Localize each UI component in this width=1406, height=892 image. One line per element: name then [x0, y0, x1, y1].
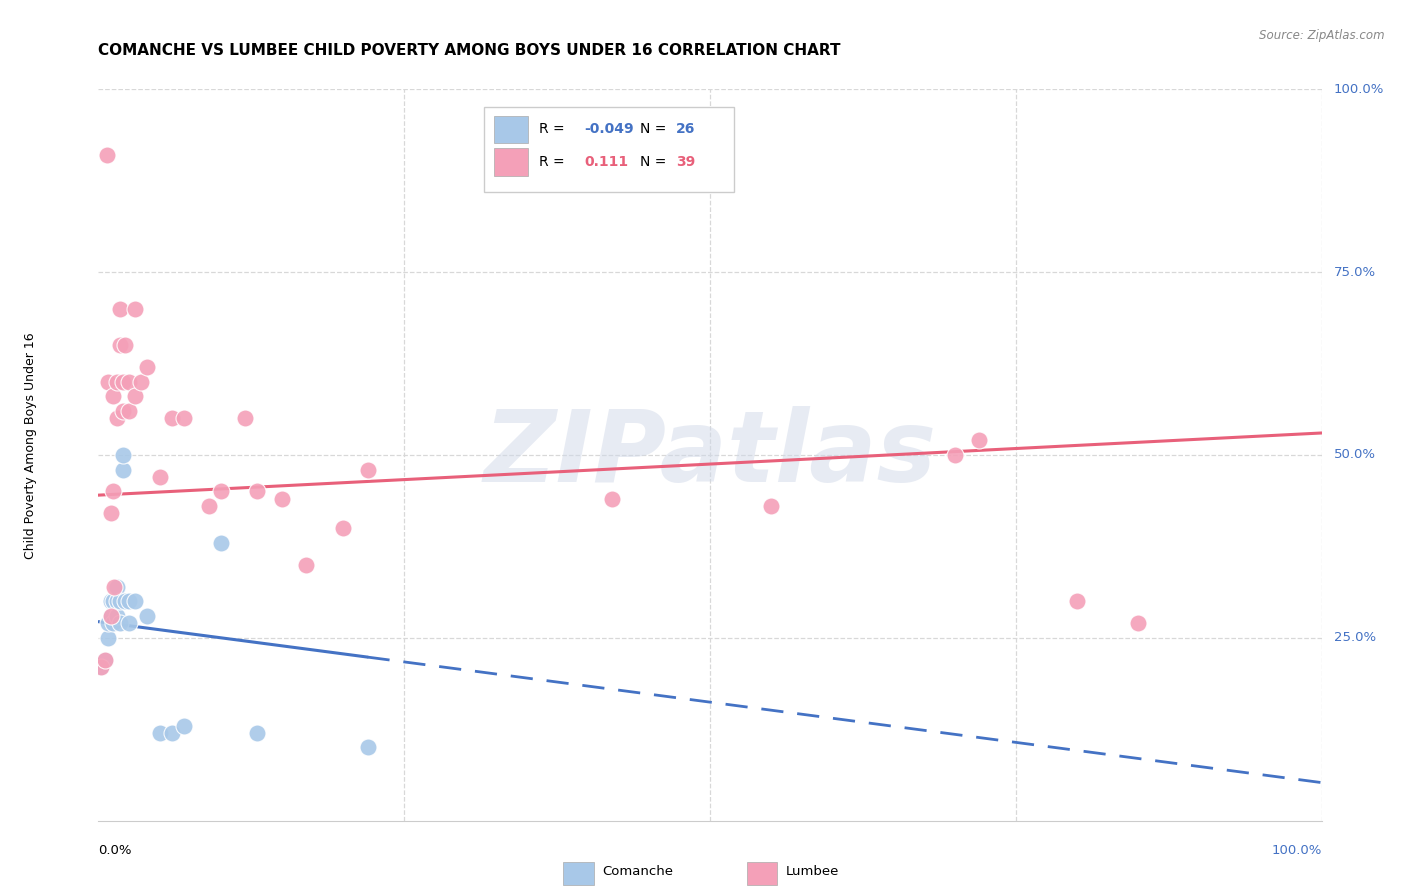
Text: Lumbee: Lumbee	[786, 865, 839, 879]
Point	[100, 608, 122, 623]
Point	[111, 404, 134, 418]
Point	[118, 616, 141, 631]
Point	[1128, 616, 1150, 631]
Point	[118, 594, 141, 608]
Point	[173, 411, 195, 425]
Point	[111, 462, 134, 476]
Text: 75.0%: 75.0%	[1334, 266, 1376, 278]
Point	[110, 301, 132, 316]
Bar	[494, 116, 527, 144]
Point	[246, 726, 269, 740]
Text: R =: R =	[538, 155, 569, 169]
Text: Comanche: Comanche	[602, 865, 673, 879]
Point	[124, 389, 146, 403]
Text: N =: N =	[640, 155, 671, 169]
Text: R =: R =	[538, 122, 569, 136]
Text: 0.111: 0.111	[583, 155, 628, 169]
Point	[356, 740, 378, 755]
Point	[105, 411, 128, 425]
Point	[246, 484, 269, 499]
Text: ZIPatlas: ZIPatlas	[484, 407, 936, 503]
Point	[136, 608, 159, 623]
Point	[105, 375, 128, 389]
Point	[600, 491, 623, 506]
Text: Source: ZipAtlas.com: Source: ZipAtlas.com	[1260, 29, 1385, 42]
Point	[97, 616, 120, 631]
Text: N =: N =	[640, 122, 671, 136]
Point	[111, 375, 134, 389]
Text: COMANCHE VS LUMBEE CHILD POVERTY AMONG BOYS UNDER 16 CORRELATION CHART: COMANCHE VS LUMBEE CHILD POVERTY AMONG B…	[98, 43, 841, 58]
Text: 25.0%: 25.0%	[1334, 632, 1376, 644]
Point	[100, 507, 122, 521]
Point	[97, 375, 120, 389]
Point	[173, 718, 195, 732]
Point	[136, 360, 159, 375]
Point	[105, 608, 128, 623]
Point	[197, 499, 219, 513]
Point	[101, 616, 124, 631]
Bar	[564, 862, 593, 885]
Point	[124, 301, 146, 316]
Point	[110, 616, 132, 631]
Text: Child Poverty Among Boys Under 16: Child Poverty Among Boys Under 16	[24, 333, 38, 559]
Point	[97, 631, 120, 645]
Point	[110, 594, 132, 608]
Point	[93, 653, 115, 667]
Point	[149, 470, 172, 484]
Point	[96, 148, 118, 162]
Point	[943, 448, 966, 462]
Point	[295, 558, 318, 572]
Point	[114, 594, 136, 608]
Point	[233, 411, 256, 425]
Point	[149, 726, 172, 740]
Point	[90, 660, 112, 674]
Bar	[494, 148, 527, 177]
Point	[105, 580, 128, 594]
FancyBboxPatch shape	[484, 108, 734, 192]
Text: -0.049: -0.049	[583, 122, 634, 136]
Point	[761, 499, 783, 513]
Point	[160, 726, 183, 740]
Point	[105, 594, 128, 608]
Point	[90, 660, 112, 674]
Point	[114, 338, 136, 352]
Bar	[747, 862, 778, 885]
Point	[101, 389, 124, 403]
Point	[270, 491, 294, 506]
Point	[118, 404, 141, 418]
Point	[100, 608, 122, 623]
Point	[967, 434, 990, 448]
Point	[118, 375, 141, 389]
Point	[160, 411, 183, 425]
Text: 39: 39	[676, 155, 695, 169]
Text: 26: 26	[676, 122, 695, 136]
Point	[124, 594, 146, 608]
Text: 50.0%: 50.0%	[1334, 449, 1376, 461]
Point	[100, 594, 122, 608]
Text: 100.0%: 100.0%	[1334, 83, 1385, 95]
Point	[129, 375, 152, 389]
Point	[1066, 594, 1088, 608]
Point	[103, 580, 125, 594]
Point	[111, 448, 134, 462]
Point	[93, 653, 115, 667]
Point	[110, 338, 132, 352]
Point	[356, 462, 378, 476]
Point	[209, 535, 232, 549]
Text: 100.0%: 100.0%	[1271, 844, 1322, 856]
Point	[101, 484, 124, 499]
Text: 0.0%: 0.0%	[98, 844, 132, 856]
Point	[209, 484, 232, 499]
Point	[101, 594, 124, 608]
Point	[332, 521, 354, 535]
